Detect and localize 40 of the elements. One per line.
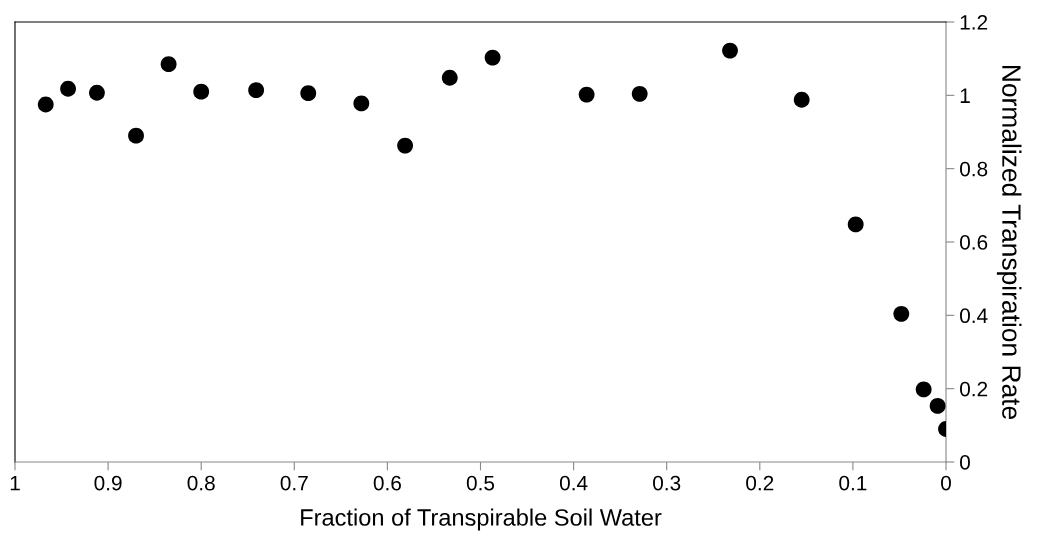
x-tick-label: 0.5: [466, 475, 495, 491]
point: [353, 95, 370, 112]
point: [160, 56, 177, 73]
point: [929, 397, 946, 414]
x-tick-label: 0.7: [280, 475, 308, 491]
x-tick-label: 0.4: [559, 475, 588, 491]
point: [631, 85, 648, 102]
point: [484, 49, 501, 66]
x-tick-label: 0: [941, 475, 951, 491]
point: [193, 83, 210, 100]
x-tick-label: 0.3: [653, 475, 681, 491]
point: [37, 96, 54, 113]
x-tick-label: 1: [10, 475, 20, 491]
point: [793, 91, 810, 108]
y-tick-label: 0.2: [960, 381, 988, 397]
point: [60, 80, 76, 97]
point: [915, 381, 932, 398]
point: [89, 84, 105, 101]
y-tick-label: 1.2: [960, 15, 988, 30]
point: [847, 216, 864, 233]
point: [578, 86, 595, 103]
x-tick-label: 0.2: [746, 475, 774, 491]
y-axis-title: Normalized Transpiration Rate: [996, 65, 1022, 420]
point: [300, 85, 317, 102]
y-tick-label: 1: [960, 88, 970, 103]
x-axis-title: Fraction of Transpirable Soil Water: [301, 508, 662, 531]
x-tick-label: 0.9: [94, 475, 122, 491]
point: [893, 305, 910, 322]
x-tick-label: 0.1: [839, 475, 867, 491]
x-tick-label: 0.8: [187, 475, 215, 491]
y-tick-label: 0.4: [960, 308, 988, 324]
y-tick-label: 0.6: [960, 235, 988, 250]
point: [128, 127, 144, 144]
y-tick-label: 0: [960, 455, 970, 470]
point: [441, 69, 458, 86]
point: [248, 82, 265, 99]
point: [722, 42, 738, 59]
point: [397, 137, 414, 154]
x-tick-label: 0.6: [373, 475, 401, 491]
y-tick-label: 0.8: [960, 161, 988, 177]
